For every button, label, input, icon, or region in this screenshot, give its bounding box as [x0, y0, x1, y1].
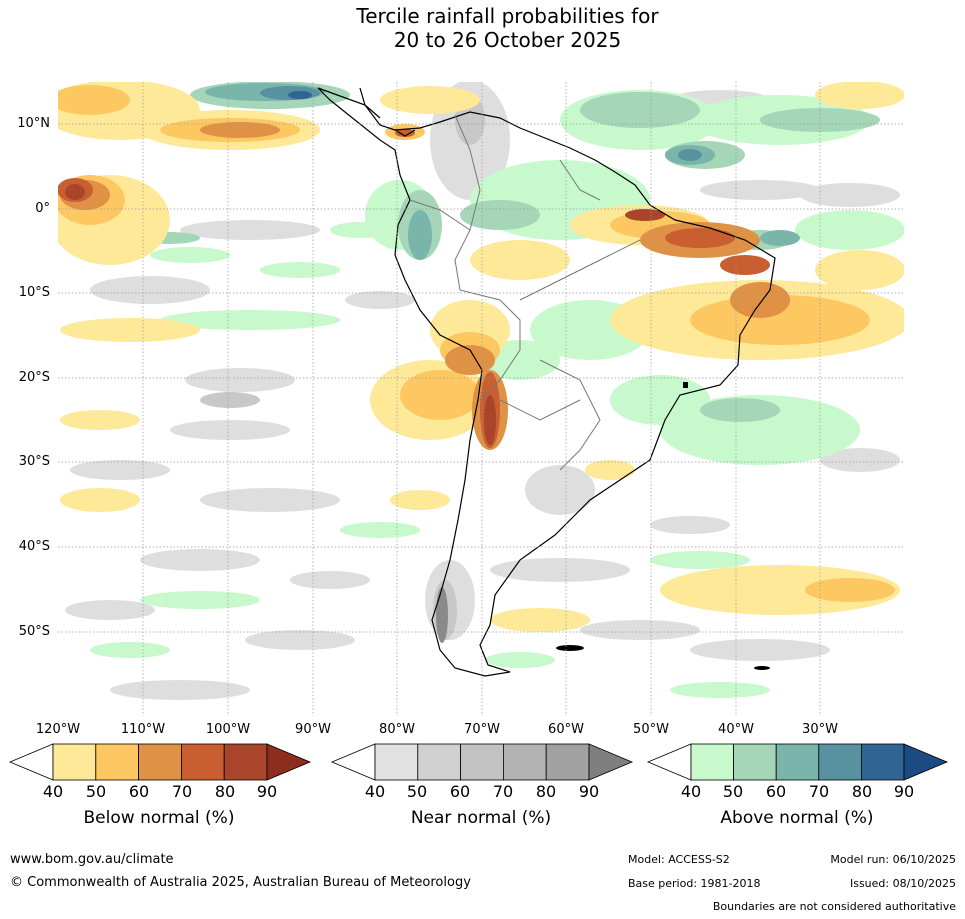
above-tick: 60: [765, 782, 787, 801]
near-normal-title: Near normal (%): [410, 808, 552, 828]
below-tick: 90: [256, 782, 278, 801]
map-title: Tercile rainfall probabilities for 20 to…: [0, 4, 965, 52]
below-tick: 80: [214, 782, 236, 801]
lon-tick-30w: 30°W: [802, 722, 838, 737]
above-colorbar-box: [733, 743, 777, 781]
near-tick: 50: [406, 782, 428, 801]
below-tick: 70: [171, 782, 193, 801]
islands: [556, 382, 770, 670]
near-colorbar-box: [460, 743, 504, 781]
near-colorbar-box: [417, 743, 461, 781]
base-period: Base period: 1981-2018: [628, 877, 761, 890]
lon-tick-110w: 110°W: [120, 722, 166, 737]
below-colorbar-box: [95, 743, 140, 781]
colorbars: [8, 743, 949, 781]
below-normal-areas: [58, 82, 904, 632]
copyright: © Commonwealth of Australia 2025, Austra…: [10, 875, 471, 890]
below-colorbar-box: [180, 743, 225, 781]
near-tick: 60: [449, 782, 471, 801]
above-colorbar-high-arrow: [903, 743, 949, 781]
lat-tick-10n: 10°N: [17, 116, 50, 131]
near-tick: 70: [492, 782, 514, 801]
lon-tick-50w: 50°W: [633, 722, 669, 737]
near-tick: 90: [578, 782, 600, 801]
below-tick: 40: [42, 782, 64, 801]
lat-tick-40s: 40°S: [18, 539, 50, 554]
near-tick: 40: [364, 782, 386, 801]
rainfall-map: [58, 82, 904, 716]
lon-tick-80w: 80°W: [379, 722, 415, 737]
near-colorbar-box: [374, 743, 419, 781]
above-normal-areas: [90, 82, 904, 698]
lat-tick-0: 0°: [35, 201, 50, 216]
above-tick: 50: [722, 782, 744, 801]
title-line-2: 20 to 26 October 2025: [393, 28, 622, 52]
above-tick: 70: [808, 782, 830, 801]
lon-tick-90w: 90°W: [295, 722, 331, 737]
website-link[interactable]: www.bom.gov.au/climate: [10, 852, 174, 867]
near-colorbar-high-arrow: [588, 743, 634, 781]
above-tick: 40: [680, 782, 702, 801]
lat-tick-30s: 30°S: [18, 454, 50, 469]
title-line-1: Tercile rainfall probabilities for: [356, 4, 659, 28]
below-colorbar-high-arrow: [266, 743, 312, 781]
coastline: [317, 87, 776, 677]
lat-tick-10s: 10°S: [18, 285, 50, 300]
above-colorbar-box: [775, 743, 820, 781]
country-borders: [409, 114, 641, 471]
above-colorbar-box: [861, 743, 905, 781]
below-colorbar-low-arrow: [8, 743, 54, 781]
lat-tick-50s: 50°S: [18, 624, 50, 639]
near-normal-patagonia: [436, 587, 448, 643]
above-colorbar-box: [690, 743, 734, 781]
above-colorbar-low-arrow: [646, 743, 692, 781]
lat-tick-20s: 20°S: [18, 370, 50, 385]
above-tick: 80: [851, 782, 873, 801]
above-colorbar-box: [818, 743, 862, 781]
near-colorbar-box: [545, 743, 590, 781]
lon-tick-100w: 100°W: [205, 722, 251, 737]
below-tick: 60: [128, 782, 150, 801]
near-normal-colorbar: [330, 743, 634, 781]
below-normal-title: Below normal (%): [83, 808, 235, 828]
above-normal-title: Above normal (%): [720, 808, 874, 828]
below-colorbar-box: [223, 743, 268, 781]
disclaimer: Boundaries are not considered authoritat…: [712, 900, 956, 913]
below-normal-colorbar: [8, 743, 312, 781]
issued-date: Issued: 08/10/2025: [849, 877, 956, 890]
model-name: Model: ACCESS-S2: [628, 853, 730, 866]
graticule: [58, 82, 904, 716]
model-run: Model run: 06/10/2025: [830, 853, 956, 866]
above-tick: 90: [893, 782, 915, 801]
lon-tick-60w: 60°W: [548, 722, 584, 737]
near-colorbar-low-arrow: [330, 743, 376, 781]
lon-tick-70w: 70°W: [464, 722, 500, 737]
above-normal-colorbar: [646, 743, 949, 781]
below-tick: 50: [85, 782, 107, 801]
lon-tick-40w: 40°W: [718, 722, 754, 737]
lon-tick-120w: 120°W: [35, 722, 81, 737]
near-colorbar-box: [502, 743, 547, 781]
near-tick: 80: [535, 782, 557, 801]
below-colorbar-box: [52, 743, 97, 781]
below-colorbar-box: [138, 743, 182, 781]
